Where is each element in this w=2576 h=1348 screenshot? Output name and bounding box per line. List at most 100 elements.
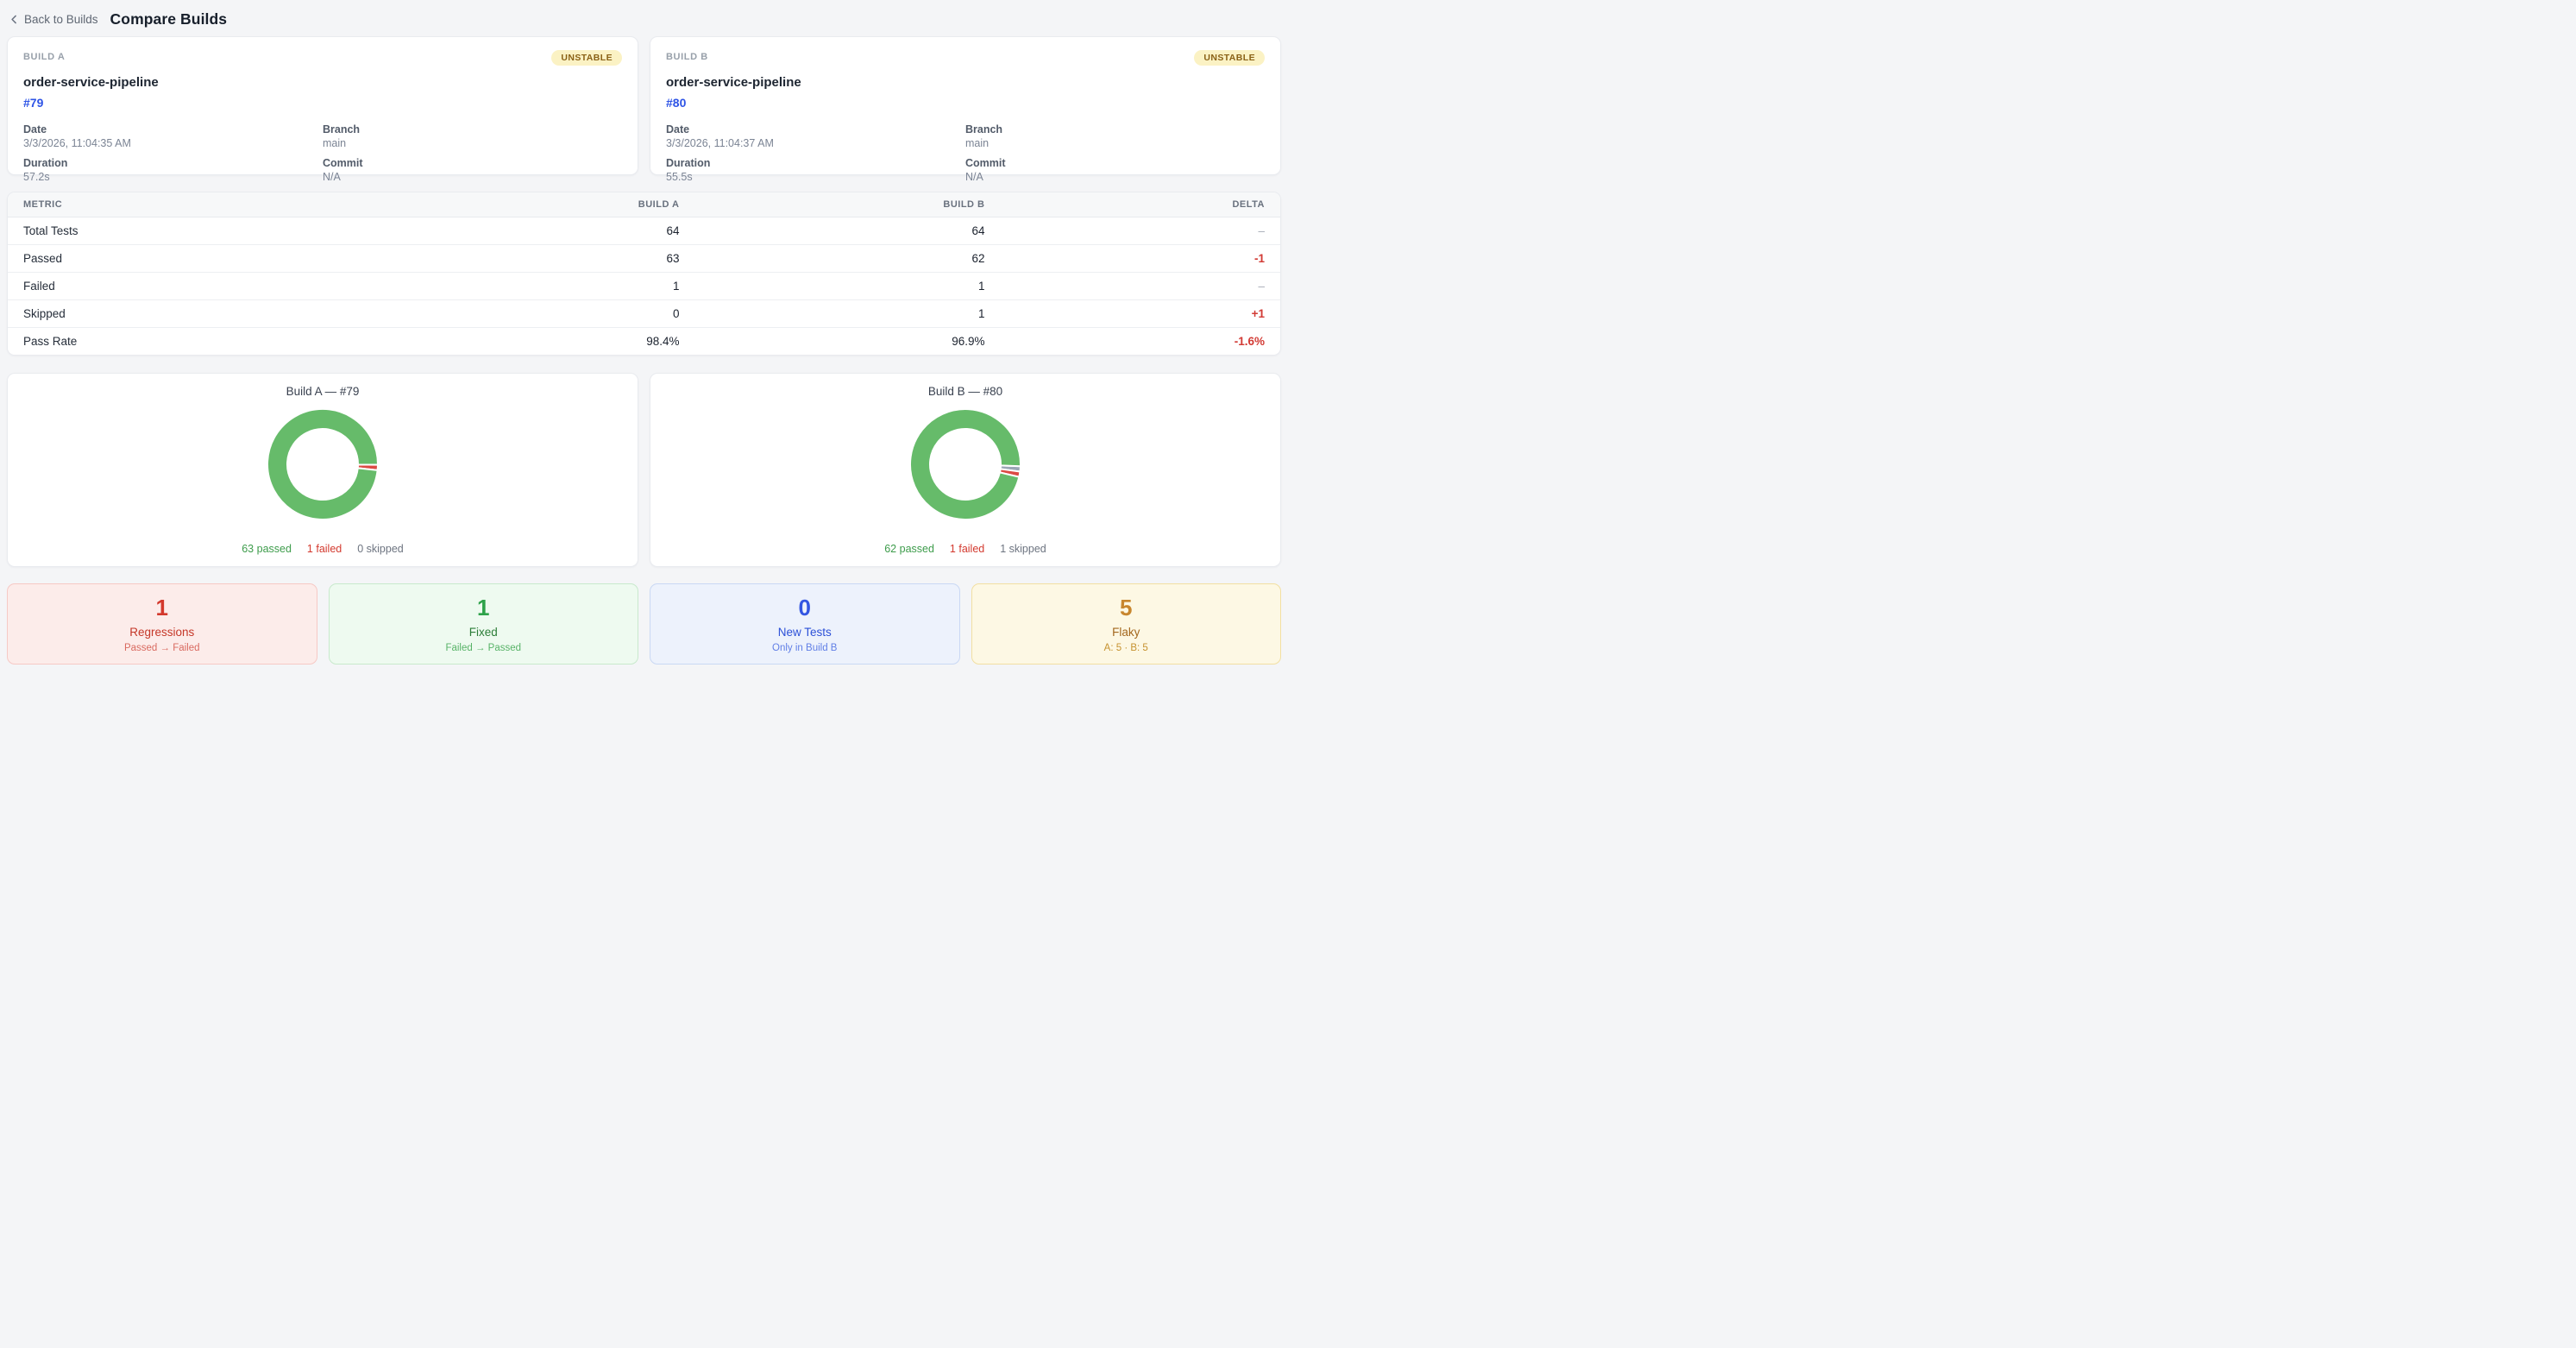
build-a-donut-chart	[267, 407, 380, 520]
delta-cell: -1.6%	[1000, 327, 1280, 355]
col-delta: DELTA	[1000, 192, 1280, 217]
new-tests-count: 0	[798, 595, 811, 620]
build-cards-row: BUILD A UNSTABLE order-service-pipeline …	[7, 36, 1281, 183]
table-row: Passed 63 62 -1	[8, 244, 1280, 273]
regressions-label: Regressions	[129, 626, 195, 639]
table-row: Pass Rate 98.4% 96.9% -1.6%	[8, 327, 1280, 355]
build-a-value-cell: 64	[389, 217, 695, 245]
metric-cell: Total Tests	[8, 217, 390, 245]
field-duration: Duration 55.5s	[666, 157, 965, 183]
back-label: Back to Builds	[24, 13, 98, 26]
build-b-number-link[interactable]: #80	[666, 96, 687, 110]
field-label: Duration	[23, 157, 68, 169]
col-build-a: BUILD A	[389, 192, 695, 217]
build-a-number-link[interactable]: #79	[23, 96, 44, 110]
chart-a-title: Build A — #79	[286, 385, 360, 398]
field-branch: Branch main	[965, 123, 1265, 149]
field-label: Commit	[323, 157, 363, 169]
legend-item: 1 failed	[306, 543, 342, 555]
regressions-card: 1 Regressions Passed → Failed	[7, 583, 317, 665]
chart-b-title: Build B — #80	[927, 385, 1003, 398]
field-date: Date 3/3/2026, 11:04:37 AM	[666, 123, 965, 149]
metric-cell: Pass Rate	[8, 327, 390, 355]
field-date: Date 3/3/2026, 11:04:35 AM	[23, 123, 323, 149]
metric-cell: Passed	[8, 244, 390, 273]
build-b-value-cell: 62	[694, 244, 1001, 273]
table-row: Failed 1 1–	[8, 272, 1280, 300]
field-value: N/A	[965, 171, 983, 183]
field-label: Branch	[323, 123, 361, 135]
back-to-builds-link[interactable]: Back to Builds	[9, 13, 98, 26]
col-build-b: BUILD B	[694, 192, 1001, 217]
delta-cell: -1	[1000, 244, 1280, 273]
build-b-value-cell: 1	[694, 272, 1001, 300]
col-metric: METRIC	[8, 192, 390, 217]
new-tests-card: 0 New Tests Only in Build B	[650, 583, 960, 665]
build-b-chart-card: Build B — #80 62 passed 1 failed 1 skipped	[650, 373, 1281, 567]
field-commit: Commit N/A	[323, 157, 622, 183]
build-a-value-cell: 98.4%	[389, 327, 695, 355]
metrics-comparison-table: METRIC BUILD A BUILD B DELTA Total Tests…	[7, 192, 1281, 356]
regressions-sublabel: Passed → Failed	[123, 643, 200, 653]
build-a-value-cell: 63	[389, 244, 695, 273]
build-b-fields: Date 3/3/2026, 11:04:37 AM Branch main D…	[666, 123, 1265, 183]
legend-item: 63 passed	[242, 543, 292, 555]
build-b-value-cell: 96.9%	[694, 327, 1001, 355]
chevron-left-icon	[9, 14, 20, 25]
field-value: 57.2s	[23, 171, 50, 183]
field-value: N/A	[323, 171, 341, 183]
field-value: 3/3/2026, 11:04:35 AM	[23, 137, 131, 149]
build-b-name: order-service-pipeline	[666, 75, 801, 90]
build-a-value-cell: 1	[389, 272, 695, 300]
regressions-count: 1	[155, 595, 168, 620]
build-b-card: BUILD B UNSTABLE order-service-pipeline …	[650, 36, 1281, 183]
flaky-card: 5 Flaky A: 5 · B: 5	[971, 583, 1281, 665]
field-branch: Branch main	[323, 123, 622, 149]
flaky-label: Flaky	[1112, 626, 1140, 639]
build-a-fields: Date 3/3/2026, 11:04:35 AM Branch main D…	[23, 123, 622, 183]
build-b-panel-label: BUILD B	[666, 52, 708, 62]
chart-cards-row: Build A — #79 63 passed 1 failed 0 skipped…	[7, 373, 1281, 567]
field-label: Date	[666, 123, 690, 135]
topbar: Back to Builds Compare Builds	[7, 0, 1281, 36]
field-value: 3/3/2026, 11:04:37 AM	[666, 137, 774, 149]
fixed-sublabel: Failed → Passed	[445, 643, 522, 653]
field-label: Duration	[666, 157, 711, 169]
table-header-row: METRIC BUILD A BUILD B DELTA	[8, 192, 1280, 217]
fixed-count: 1	[477, 595, 490, 620]
build-a-panel-label: BUILD A	[23, 52, 66, 62]
status-badge: UNSTABLE	[551, 50, 622, 66]
metrics-table-body: Total Tests 64 64– Passed 63 62 -1 Failed 1 1– Ski…	[8, 217, 1280, 355]
field-value: main	[965, 137, 990, 149]
delta-cell: –	[1000, 217, 1280, 245]
chart-b-legend: 62 passed 1 failed 1 skipped	[884, 543, 1046, 555]
field-value: 55.5s	[666, 171, 693, 183]
field-commit: Commit N/A	[965, 157, 1265, 183]
field-value: main	[323, 137, 347, 149]
delta-cell: +1	[1000, 299, 1280, 328]
build-b-donut-chart	[909, 408, 1021, 521]
page-title: Compare Builds	[110, 10, 228, 28]
build-a-card: BUILD A UNSTABLE order-service-pipeline …	[7, 36, 638, 183]
field-label: Date	[23, 123, 47, 135]
metric-cell: Skipped	[8, 299, 390, 328]
donut-slice-passed	[909, 408, 1021, 521]
build-a-name: order-service-pipeline	[23, 75, 159, 90]
legend-item: 62 passed	[884, 543, 934, 555]
field-duration: Duration 57.2s	[23, 157, 323, 183]
fixed-label: Fixed	[468, 626, 498, 639]
fixed-card: 1 Fixed Failed → Passed	[328, 583, 638, 665]
status-badge: UNSTABLE	[1194, 50, 1265, 66]
build-a-chart-card: Build A — #79 63 passed 1 failed 0 skipped	[7, 373, 638, 567]
build-b-value-cell: 64	[694, 217, 1001, 245]
chart-a-legend: 63 passed 1 failed 0 skipped	[242, 543, 404, 555]
field-label: Commit	[965, 157, 1006, 169]
new-tests-label: New Tests	[777, 626, 832, 639]
build-a-value-cell: 0	[389, 299, 695, 328]
build-b-value-cell: 1	[694, 299, 1001, 328]
flaky-count: 5	[1120, 595, 1133, 620]
legend-item: 0 skipped	[357, 543, 404, 555]
table-row: Skipped 0 1 +1	[8, 299, 1280, 328]
table-row: Total Tests 64 64–	[8, 217, 1280, 245]
legend-item: 1 skipped	[1000, 543, 1046, 555]
